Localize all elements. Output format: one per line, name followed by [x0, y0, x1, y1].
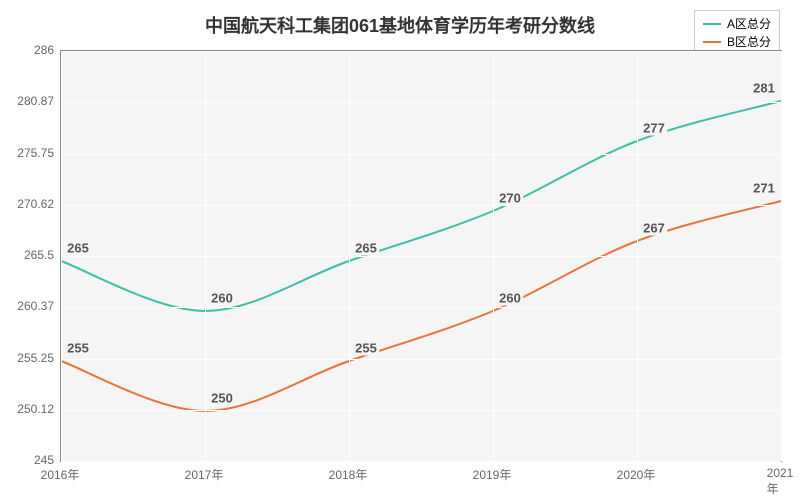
y-axis-label: 280.87: [14, 94, 54, 108]
data-point-label: 265: [353, 241, 379, 256]
data-point-label: 277: [641, 121, 667, 136]
legend-label-b: B区总分: [727, 33, 771, 51]
grid-line-v: [637, 51, 638, 461]
grid-line-v: [493, 51, 494, 461]
data-point-label: 250: [209, 391, 235, 406]
y-axis-label: 265.5: [14, 248, 54, 262]
x-axis-label: 2019年: [473, 466, 512, 483]
chart-container: 中国航天科工集团061基地体育学历年考研分数线 A区总分 B区总分 245 250…: [0, 0, 800, 500]
x-axis-label: 2017年: [185, 466, 224, 483]
grid-line-h: [61, 461, 781, 462]
legend-label-a: A区总分: [727, 15, 771, 33]
data-point-label: 260: [209, 291, 235, 306]
data-point-label: 281: [751, 81, 777, 96]
x-axis-label: 2016年: [41, 466, 80, 483]
x-axis-label: 2018年: [329, 466, 368, 483]
y-axis-label: 286: [14, 43, 54, 57]
data-point-label: 267: [641, 221, 667, 236]
grid-line-h: [61, 359, 781, 360]
series-line: [61, 101, 781, 311]
x-axis-label: 2020年: [617, 466, 656, 483]
data-point-label: 260: [497, 291, 523, 306]
legend-swatch-a: [703, 23, 721, 25]
plot-area: [60, 50, 782, 462]
legend-item-a: A区总分: [703, 15, 771, 33]
data-point-label: 265: [65, 241, 91, 256]
grid-line-v: [61, 51, 62, 461]
grid-line-h: [61, 51, 781, 52]
y-axis-label: 250.12: [14, 402, 54, 416]
grid-line-h: [61, 307, 781, 308]
grid-line-h: [61, 205, 781, 206]
legend-swatch-b: [703, 41, 721, 43]
y-axis-label: 255.25: [14, 351, 54, 365]
x-axis-label: 2021年: [767, 466, 794, 497]
data-point-label: 271: [751, 181, 777, 196]
y-axis-label: 270.62: [14, 197, 54, 211]
grid-line-h: [61, 154, 781, 155]
data-point-label: 255: [65, 341, 91, 356]
grid-line-v: [205, 51, 206, 461]
grid-line-v: [349, 51, 350, 461]
y-axis-label: 245: [14, 453, 54, 467]
grid-line-h: [61, 410, 781, 411]
grid-line-v: [781, 51, 782, 461]
grid-line-h: [61, 256, 781, 257]
legend-item-b: B区总分: [703, 33, 771, 51]
y-axis-label: 275.75: [14, 146, 54, 160]
data-point-label: 270: [497, 191, 523, 206]
y-axis-label: 260.37: [14, 299, 54, 313]
data-point-label: 255: [353, 341, 379, 356]
chart-title: 中国航天科工集团061基地体育学历年考研分数线: [205, 12, 595, 38]
grid-line-h: [61, 102, 781, 103]
